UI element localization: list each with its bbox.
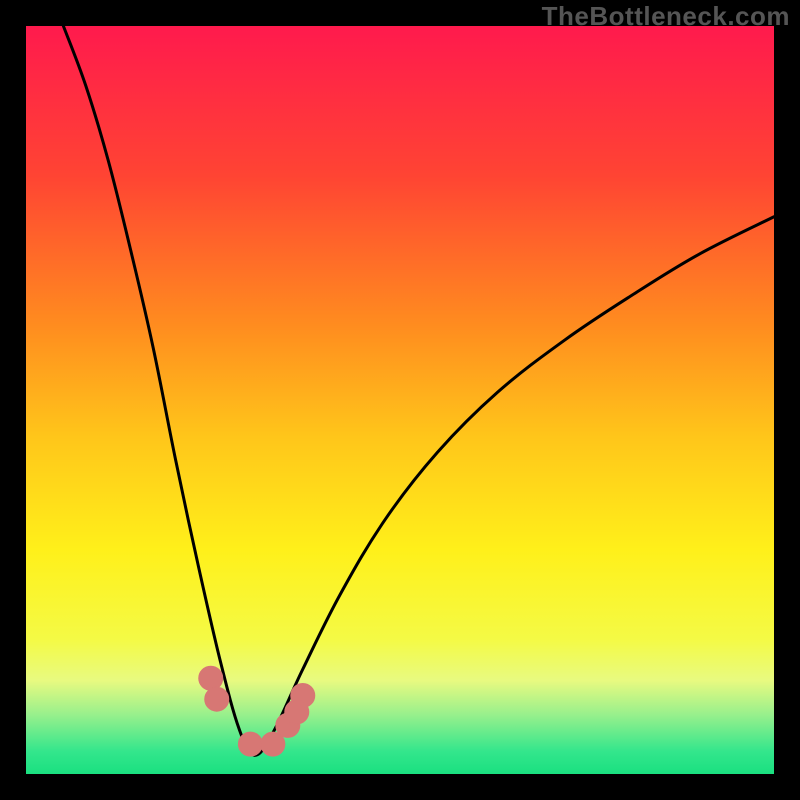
attribution-watermark: TheBottleneck.com xyxy=(542,1,790,32)
marker-dot-1 xyxy=(205,687,229,711)
marker-bar-3 xyxy=(238,732,262,756)
chart-background xyxy=(26,26,774,774)
marker-dot-0 xyxy=(199,666,223,690)
marker-dot-6 xyxy=(285,700,309,724)
